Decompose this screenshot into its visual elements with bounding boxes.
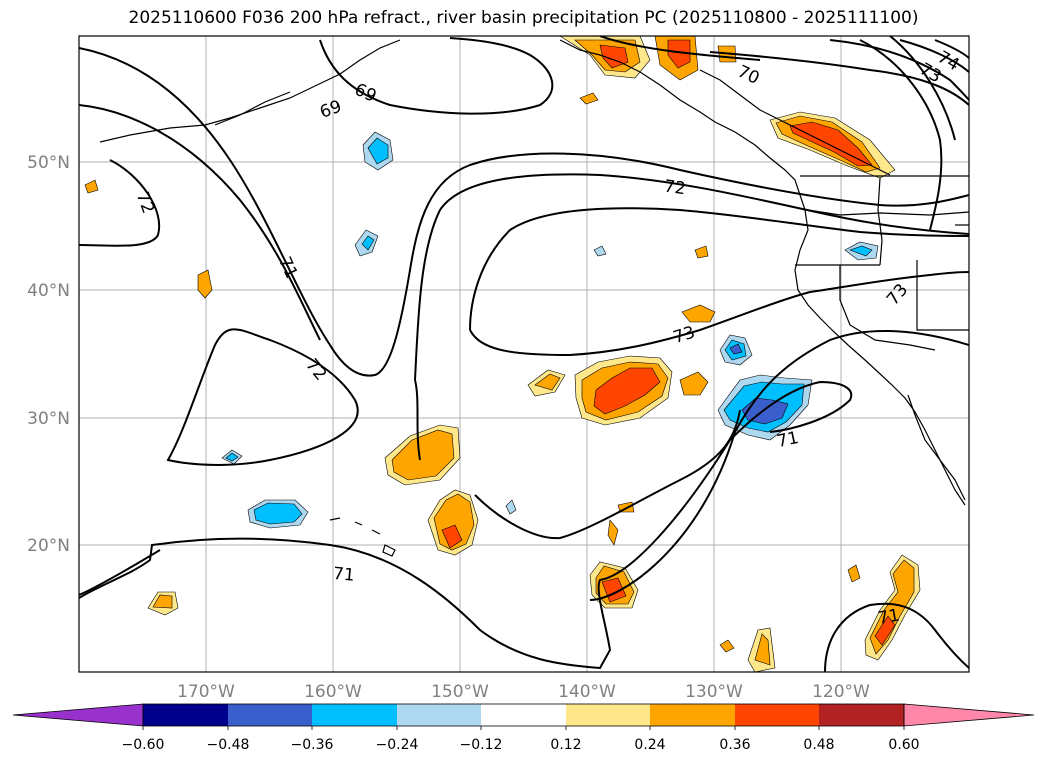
- latitude-labels: 50°N 40°N 30°N 20°N: [27, 153, 70, 556]
- colorbar-tick-label: −0.36: [291, 737, 334, 753]
- lon-label-120w: 120°W: [812, 682, 870, 702]
- lon-label-170w: 170°W: [177, 682, 235, 702]
- colorbar-tick-label: −0.24: [376, 737, 419, 753]
- colorbar-tick-label: 0.36: [719, 737, 750, 753]
- contour-label: 71: [332, 564, 355, 586]
- colorbar-segment: [819, 704, 904, 726]
- colorbar-extend-high: [903, 703, 1035, 727]
- longitude-labels: 170°W 160°W 150°W 140°W 130°W 120°W: [177, 682, 870, 702]
- colorbar-segment: [228, 704, 312, 726]
- colorbar-segment: [650, 704, 735, 726]
- colorbar-tick-label: −0.48: [207, 737, 250, 753]
- colorbar-segment: [566, 704, 650, 726]
- colorbar-segment: [481, 704, 566, 726]
- precip-shading: [84, 36, 921, 672]
- colorbar-tick-label: −0.60: [122, 737, 165, 753]
- lon-label-140w: 140°W: [558, 682, 616, 702]
- colorbar: −0.60 −0.48 −0.36 −0.24 −0.12 0.12 0.24 …: [12, 703, 1035, 753]
- contour-label: 71: [876, 605, 901, 628]
- lat-label-50: 50°N: [27, 153, 70, 173]
- colorbar-segment: [397, 704, 481, 726]
- lon-label-130w: 130°W: [685, 682, 743, 702]
- lon-label-160w: 160°W: [304, 682, 362, 702]
- colorbar-tick-label: 0.48: [803, 737, 834, 753]
- contour-label: 71: [775, 428, 800, 452]
- lon-label-150w: 150°W: [431, 682, 489, 702]
- colorbar-extend-low: [12, 703, 144, 727]
- map-title: 2025110600 F036 200 hPa refract., river …: [128, 8, 919, 28]
- colorbar-tick-label: −0.12: [460, 737, 503, 753]
- map-frame: [78, 35, 970, 673]
- coastlines: [99, 39, 969, 557]
- colorbar-tick-label: 0.60: [888, 737, 919, 753]
- lat-label-20: 20°N: [27, 536, 70, 556]
- contour-label: 72: [663, 177, 687, 200]
- colorbar-segment: [143, 704, 228, 726]
- colorbar-segment: [312, 704, 397, 726]
- lat-label-30: 30°N: [27, 409, 70, 429]
- lat-label-40: 40°N: [27, 281, 70, 301]
- colorbar-segment: [735, 704, 819, 726]
- refractivity-contours: [79, 36, 969, 672]
- colorbar-tick-label: 0.12: [550, 737, 581, 753]
- colorbar-tick-label: 0.24: [634, 737, 665, 753]
